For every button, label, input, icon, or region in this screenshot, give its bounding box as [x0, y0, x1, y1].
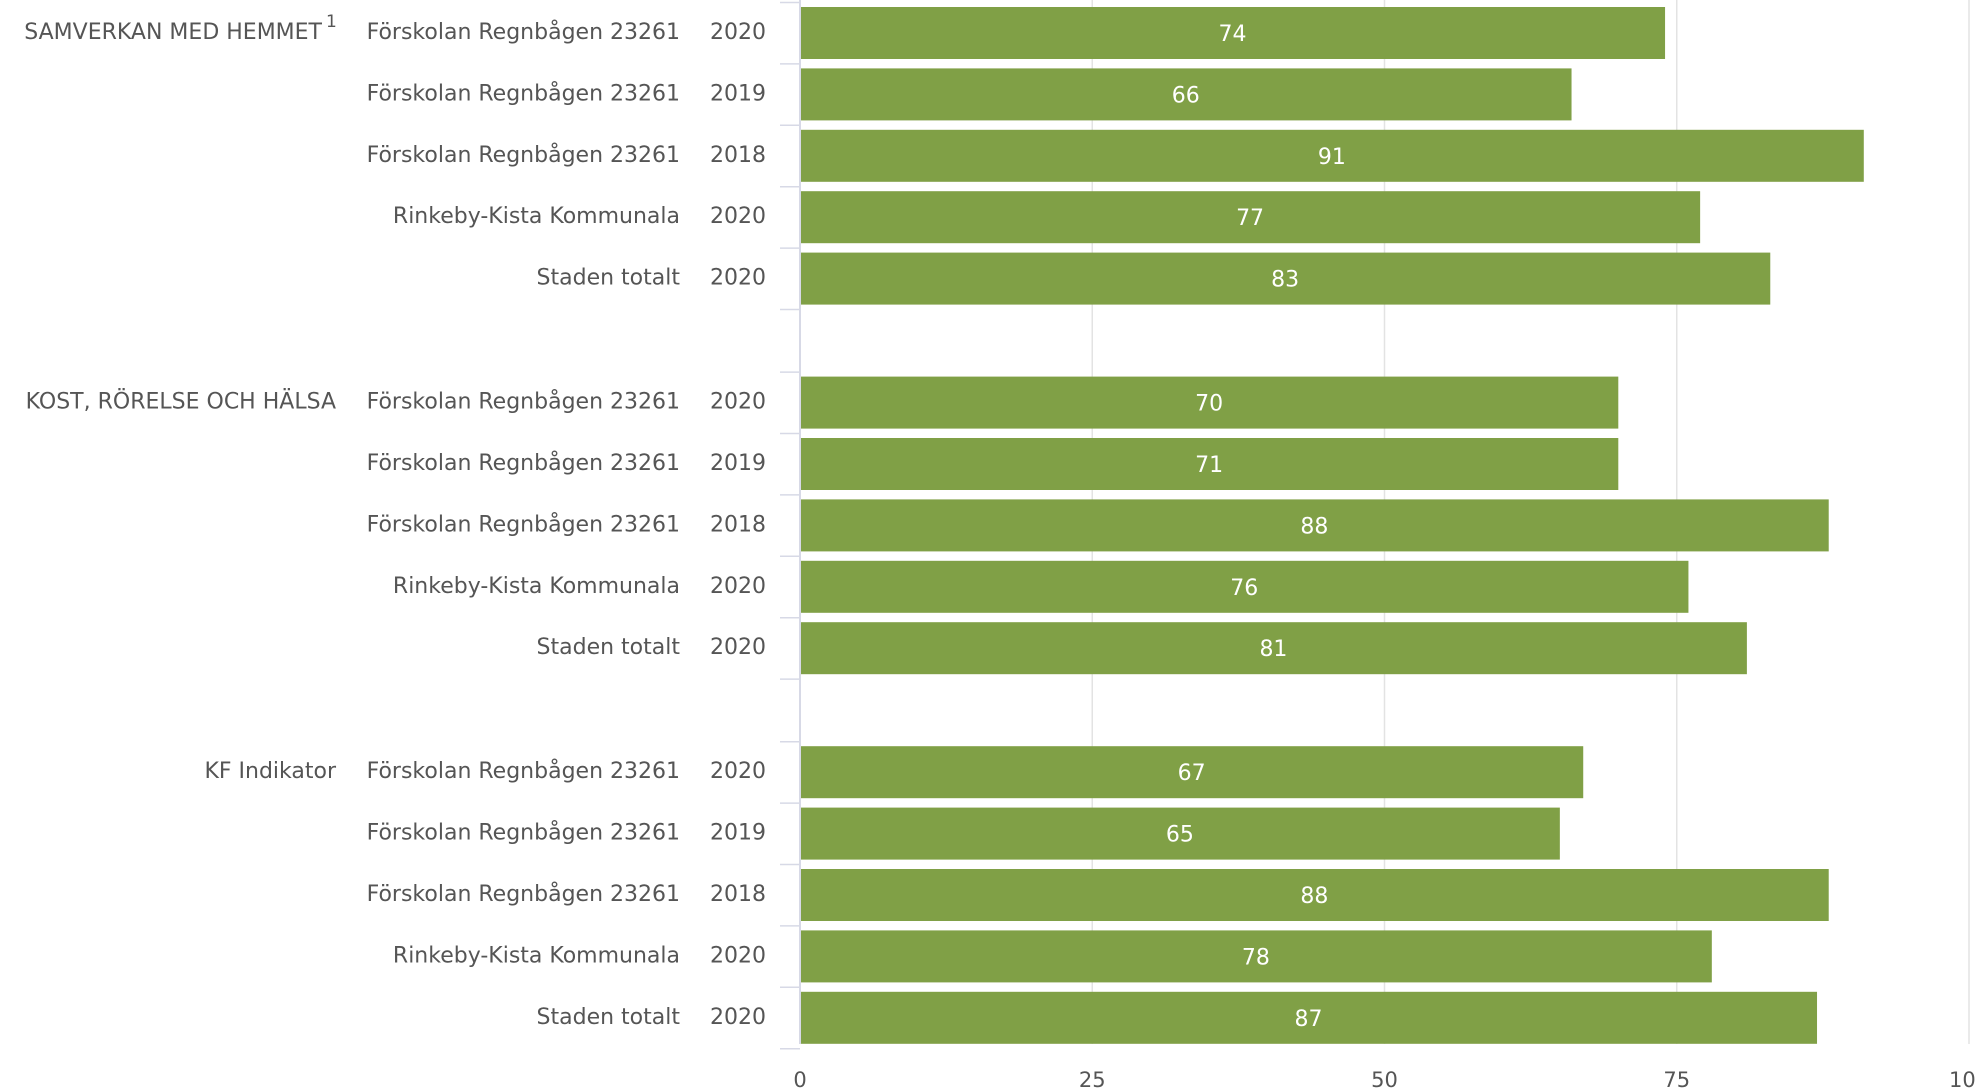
bar-value-label: 88 [1300, 514, 1328, 539]
row-year-label: 2020 [710, 635, 766, 660]
bar-value-label: 70 [1195, 392, 1223, 417]
bar-value-label: 65 [1166, 823, 1194, 848]
x-tick-label: 100 [1949, 1068, 1975, 1089]
group-label: KF Indikator [204, 759, 337, 784]
bars [801, 7, 1864, 1044]
bar [801, 991, 1818, 1044]
bar [801, 438, 1619, 490]
row-unit-label: Förskolan Regnbågen 23261 [367, 820, 680, 846]
bar [801, 560, 1689, 613]
row-year-label: 2020 [710, 759, 766, 784]
row-year-label: 2018 [710, 143, 766, 168]
bar-value-label: 81 [1259, 637, 1287, 662]
row-year-label: 2020 [710, 1005, 766, 1030]
bar [801, 807, 1560, 860]
bar [801, 7, 1666, 59]
row-year-label: 2018 [710, 882, 766, 907]
row-year-label: 2019 [710, 821, 766, 846]
row-unit-label: Staden totalt [537, 635, 681, 660]
bar [801, 376, 1619, 429]
bar [801, 191, 1701, 244]
group-label: KOST, RÖRELSE OCH HÄLSA [26, 389, 336, 415]
bar [801, 499, 1829, 552]
group-label-superscript: 1 [326, 12, 337, 32]
bar [801, 68, 1572, 121]
bar-value-label: 66 [1172, 83, 1200, 108]
bar-value-label: 71 [1195, 453, 1223, 478]
bar-value-label: 74 [1219, 22, 1247, 47]
row-unit-label: Staden totalt [537, 1005, 681, 1030]
row-unit-label: Förskolan Regnbågen 23261 [367, 80, 680, 106]
x-tick-label: 75 [1663, 1068, 1690, 1089]
row-unit-label: Förskolan Regnbågen 23261 [367, 142, 680, 168]
labels: 0 25 50 75 100 74 2020 Förskolan Regnbågen 2326… [24, 12, 1975, 1089]
bar-value-label: 87 [1295, 1007, 1323, 1032]
row-year-label: 2018 [710, 512, 766, 537]
row-year-label: 2020 [710, 204, 766, 229]
bar [801, 622, 1747, 675]
row-unit-label: Rinkeby-Kista Kommunala [393, 943, 680, 968]
bar-value-label: 88 [1300, 884, 1328, 909]
bar-value-label: 83 [1271, 268, 1299, 293]
x-tick-label: 50 [1371, 1068, 1398, 1089]
row-year-label: 2019 [710, 81, 766, 106]
bar-value-label: 76 [1230, 576, 1258, 601]
bar [801, 930, 1712, 983]
row-unit-label: Förskolan Regnbågen 23261 [367, 389, 680, 415]
row-unit-label: Staden totalt [537, 266, 681, 291]
bar [801, 746, 1584, 799]
bar [801, 869, 1829, 921]
row-year-label: 2020 [710, 943, 766, 968]
row-year-label: 2020 [710, 574, 766, 599]
row-unit-label: Förskolan Regnbågen 23261 [367, 758, 680, 784]
group-label: SAMVERKAN MED HEMMET [24, 20, 322, 45]
bar-value-label: 67 [1178, 761, 1206, 786]
row-unit-label: Förskolan Regnbågen 23261 [367, 450, 680, 476]
bar-value-label: 78 [1242, 945, 1270, 970]
row-unit-label: Förskolan Regnbågen 23261 [367, 881, 680, 907]
row-year-label: 2020 [710, 390, 766, 415]
row-unit-label: Förskolan Regnbågen 23261 [367, 19, 680, 45]
x-tick-label: 0 [793, 1068, 806, 1089]
row-unit-label: Förskolan Regnbågen 23261 [367, 511, 680, 537]
x-tick-label: 25 [1079, 1068, 1106, 1089]
row-year-label: 2020 [710, 20, 766, 45]
bar [801, 252, 1771, 305]
bar-value-label: 91 [1318, 145, 1346, 170]
bar-value-label: 77 [1236, 206, 1264, 231]
row-year-label: 2020 [710, 266, 766, 291]
bar [801, 129, 1864, 182]
row-unit-label: Rinkeby-Kista Kommunala [393, 204, 680, 229]
row-year-label: 2019 [710, 451, 766, 476]
row-unit-label: Rinkeby-Kista Kommunala [393, 574, 680, 599]
